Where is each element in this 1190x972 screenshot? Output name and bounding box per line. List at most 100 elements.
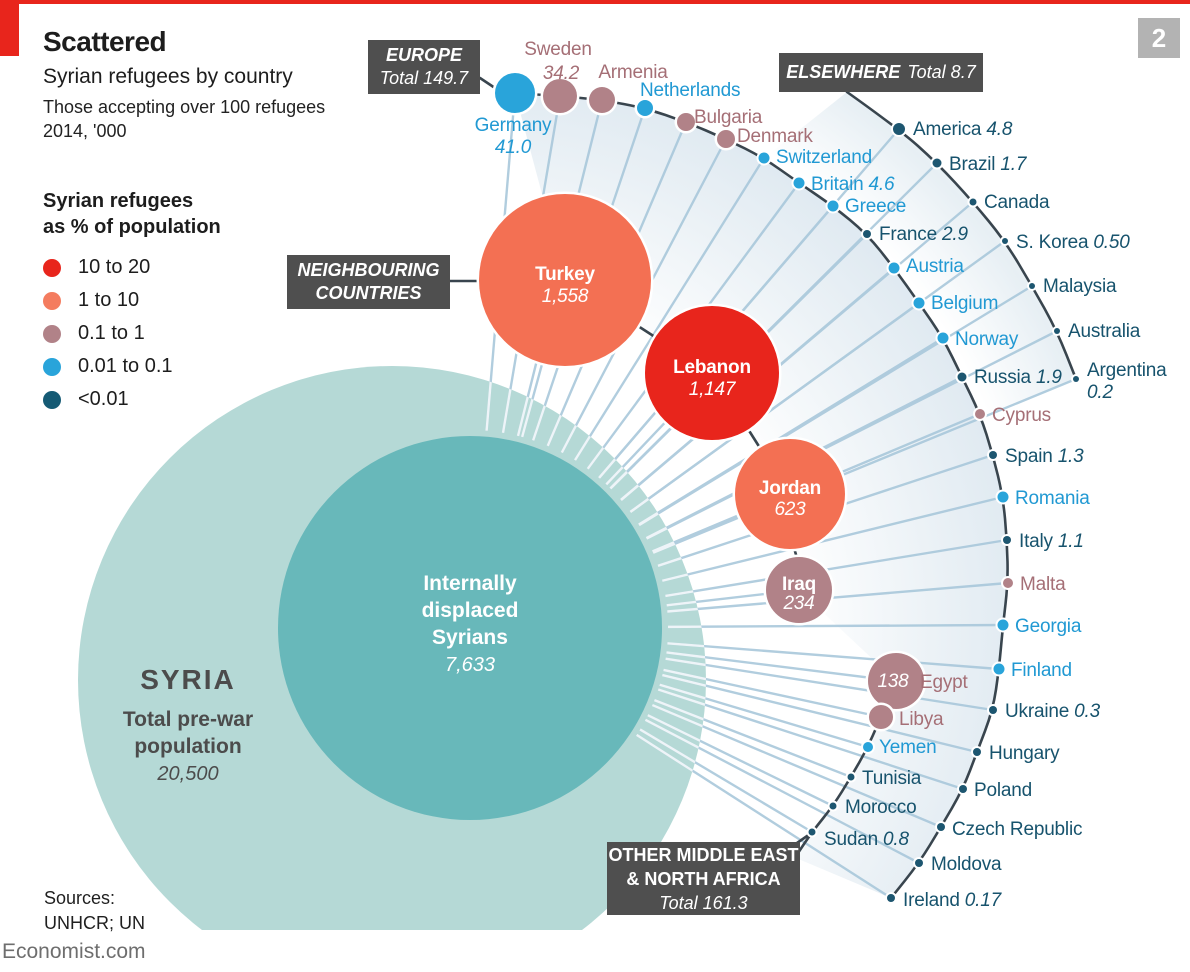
legend-label-blue: 0.01 to 0.1: [78, 355, 173, 377]
dot-norway: [937, 332, 949, 344]
label-libya: Libya: [899, 709, 944, 730]
bubble-value-lebanon: 1,147: [689, 379, 737, 400]
elsewhere-box-name: ELSEWHERE: [786, 62, 901, 82]
bubble-value-iraq: 234: [782, 593, 814, 614]
note-line-1: Those accepting over 100 refugees: [43, 97, 326, 117]
dot-malaysia: [1029, 283, 1035, 289]
label-egypt: Egypt: [920, 672, 969, 693]
top-red-rule: [0, 0, 1190, 4]
ray-canada: [620, 201, 974, 501]
ray-czech-republic: [651, 703, 706, 829]
bubble-libya: [869, 705, 893, 729]
dot-britain: [793, 177, 805, 189]
dot-moldova: [915, 859, 923, 867]
syria-label: SYRIA Total pre-war population 20,500: [58, 664, 318, 786]
dot-australia: [1054, 328, 1060, 334]
ray-romania: [661, 495, 1004, 582]
ray-iraq: [666, 588, 706, 607]
neighbouring-box-line-1: NEIGHBOURING: [297, 260, 440, 280]
ray-ukraine: [665, 657, 994, 712]
legend-dot-dark: [43, 390, 61, 409]
bubble-value-turkey: 1,558: [542, 286, 589, 307]
elsewhere-fan-fill: [764, 92, 1076, 418]
dot-cyprus: [975, 409, 985, 419]
label-ukraine: Ukraine 0.3: [1005, 701, 1101, 722]
label-belgium: Belgium: [931, 293, 998, 314]
dot-ireland: [887, 894, 895, 902]
legend: Syrian refugees as % of population 10 to…: [43, 188, 221, 416]
label-georgia: Georgia: [1015, 616, 1082, 637]
label-brazil: Brazil 1.7: [949, 154, 1028, 175]
lebanon-jordan-connector: [746, 427, 762, 450]
label-bulgaria: Bulgaria: [694, 107, 763, 128]
syria-line-2: population: [134, 735, 242, 758]
legend-dot-blue: [43, 357, 61, 376]
ray-libya: [663, 668, 706, 719]
label-spain: Spain 1.3: [1005, 446, 1084, 467]
bubble-bulgaria: [677, 113, 695, 131]
dot-czech-republic: [937, 823, 945, 831]
europe-box-total: Total 149.7: [379, 68, 469, 88]
bubble-iraq: [766, 557, 832, 623]
label-s-korea: S. Korea 0.50: [1016, 232, 1130, 253]
legend-dot-mauve: [43, 324, 61, 343]
dot-finland: [993, 663, 1005, 675]
dot-romania: [997, 491, 1009, 503]
legend-label-salmon: 1 to 10: [78, 289, 140, 311]
header: Scattered Syrian refugees by country Tho…: [43, 26, 325, 143]
economist-link[interactable]: Economist.com: [2, 940, 146, 963]
ray-brazil: [609, 162, 938, 490]
ray-malta: [667, 581, 1009, 613]
label-america: America 4.8: [913, 119, 1013, 140]
ray-sudan: [639, 728, 706, 834]
ray-australia: [646, 329, 1058, 540]
label-germany: Germany: [475, 115, 552, 136]
label-sweden: Sweden: [524, 39, 591, 60]
dot-america: [893, 123, 905, 135]
legend-item-salmon: 1 to 10: [43, 284, 221, 317]
legend-dot-red: [43, 258, 61, 277]
dot-france: [863, 230, 871, 238]
dot-russia: [957, 372, 967, 382]
bubble-denmark: [717, 130, 735, 148]
bubble-name-lebanon: Lebanon: [673, 357, 751, 378]
label-romania: Romania: [1015, 488, 1090, 509]
dot-argentina: [1073, 376, 1079, 382]
bubble-name-iraq: Iraq: [782, 574, 816, 595]
elsewhere-arc: [845, 90, 1078, 381]
bubble-name-turkey: Turkey: [535, 264, 595, 285]
ray-switzerland: [573, 157, 766, 461]
label-canada: Canada: [984, 192, 1050, 213]
bubble-value-egypt: 138: [877, 671, 909, 692]
note-line-2: 2014, '000: [43, 121, 127, 141]
turkey-lebanon-connector: [636, 324, 657, 339]
page-title: Scattered: [43, 26, 167, 57]
label-yemen: Yemen: [879, 737, 936, 758]
label-poland: Poland: [974, 780, 1032, 801]
ray-georgia: [667, 623, 1004, 629]
dot-switzerland: [758, 152, 770, 164]
sources-label: Sources:: [44, 888, 116, 908]
group-box-mena: OTHER MIDDLE EAST & NORTH AFRICA Total 1…: [607, 842, 800, 915]
syria-name: SYRIA: [140, 664, 236, 695]
mena-box-line-2: & NORTH AFRICA: [626, 868, 781, 889]
label-denmark: Denmark: [737, 126, 813, 147]
mena-box-total: Total 161.3: [659, 892, 748, 913]
idp-circle: [278, 436, 662, 820]
label-tunisia: Tunisia: [862, 768, 922, 789]
bubble-sweden: [543, 79, 577, 113]
dot-s-korea: [1002, 238, 1008, 244]
label-czech-republic: Czech Republic: [952, 819, 1082, 840]
label-russia: Russia 1.9: [974, 367, 1062, 388]
label-moldova: Moldova: [931, 854, 1002, 875]
group-box-elsewhere: ELSEWHERE Total 8.7: [779, 53, 983, 92]
dot-canada: [969, 198, 977, 206]
page-subtitle: Syrian refugees by country: [43, 65, 293, 88]
legend-dot-salmon: [43, 291, 61, 310]
group-box-neighbouring: NEIGHBOURING COUNTRIES: [287, 255, 450, 309]
legend-title-line-1: Syrian refugees: [43, 190, 194, 212]
legend-item-mauve: 0.1 to 1: [43, 317, 221, 350]
ray-tunisia: [653, 698, 706, 779]
